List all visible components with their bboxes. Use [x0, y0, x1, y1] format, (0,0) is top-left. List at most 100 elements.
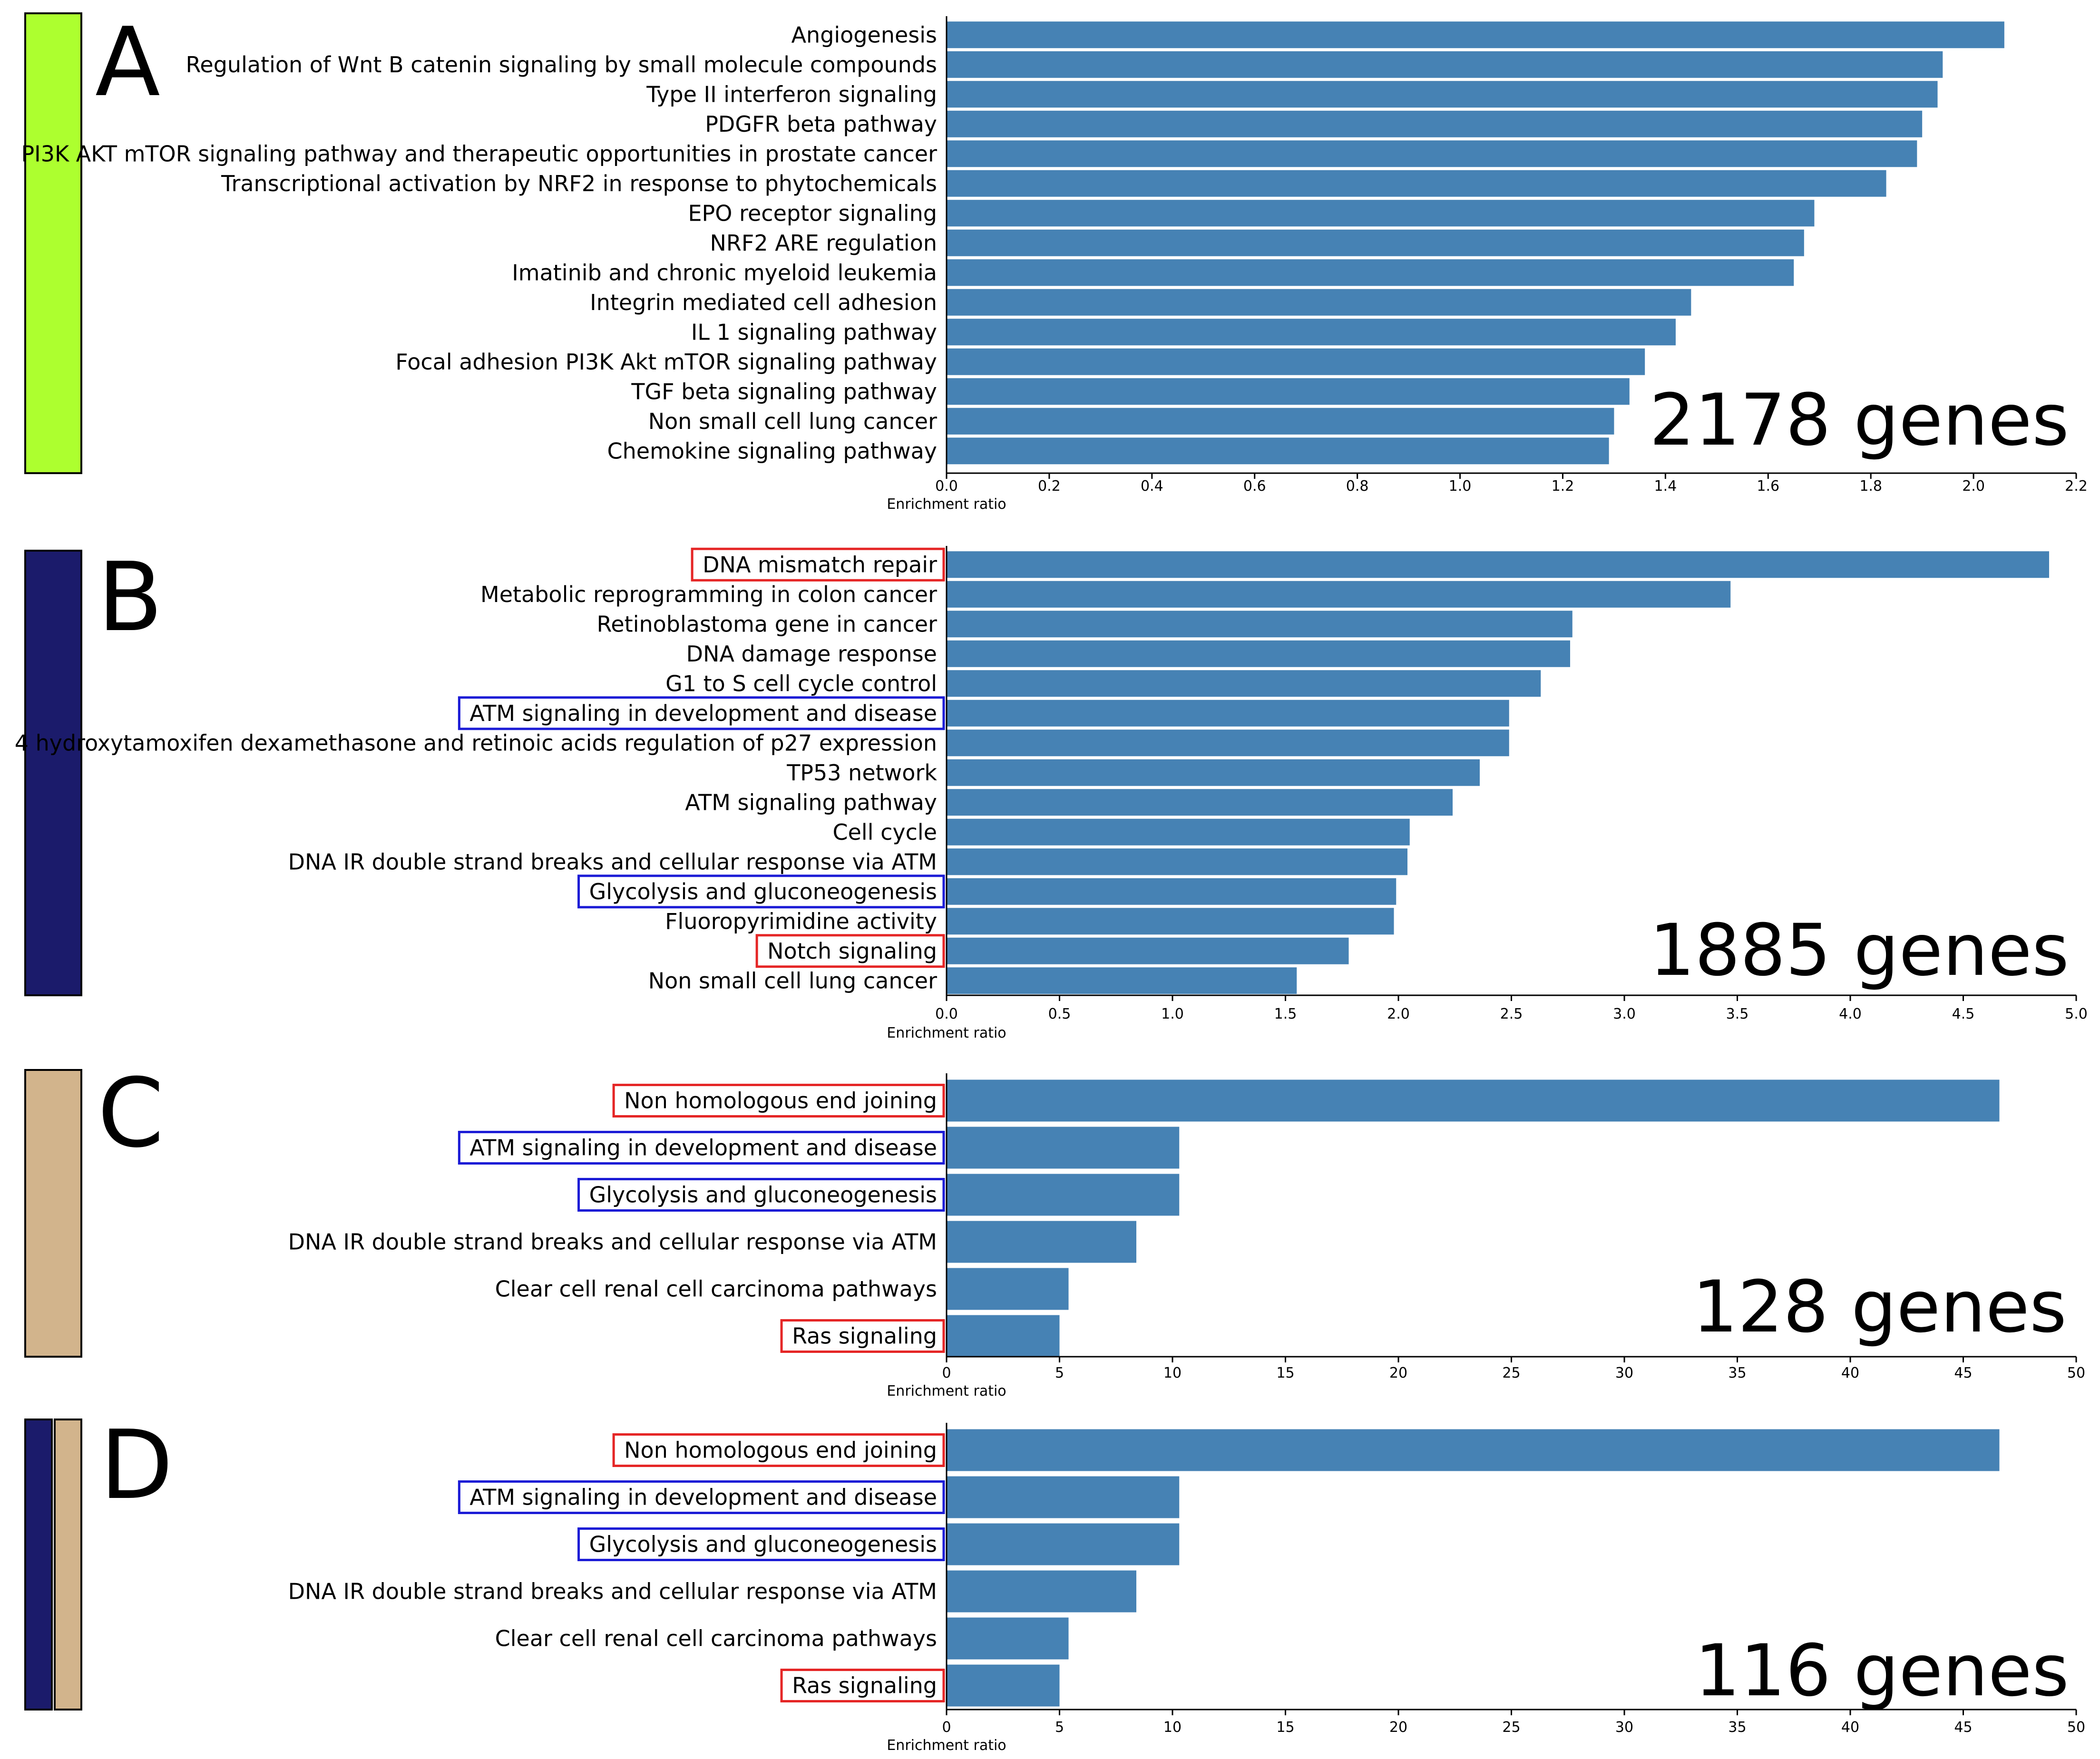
category-label: Non homologous end joining	[624, 1088, 937, 1114]
bar	[947, 1617, 1069, 1660]
bar	[947, 289, 1691, 316]
category-label: NRF2 ARE regulation	[710, 230, 937, 256]
bar	[947, 21, 2004, 49]
category-label: IL 1 signaling pathway	[691, 319, 937, 345]
x-tick-label: 1.0	[1449, 478, 1472, 495]
bar	[947, 670, 1541, 697]
category-label: Ras signaling	[792, 1323, 937, 1349]
x-tick-label: 0.0	[935, 1006, 958, 1022]
bar	[947, 378, 1630, 405]
category-label: Clear cell renal cell carcinoma pathways	[495, 1276, 937, 1302]
highlight-box-red	[780, 1319, 945, 1353]
x-tick-label: 3.0	[1613, 1006, 1636, 1022]
bar	[947, 348, 1645, 375]
category-label: Non homologous end joining	[624, 1438, 937, 1463]
panel-letter: D	[100, 1410, 173, 1521]
x-tick-label: 0.2	[1038, 478, 1061, 495]
gene-count-annotation: 1885 genes	[1650, 909, 2069, 992]
category-label: Non small cell lung cancer	[648, 968, 937, 993]
bar	[947, 967, 1297, 994]
x-tick-label: 20	[1389, 1719, 1407, 1736]
category-label: Fluoropyrimidine activity	[665, 908, 937, 934]
bar	[947, 789, 1453, 816]
x-tick-label: 25	[1502, 1719, 1520, 1736]
gene-count-annotation: 116 genes	[1695, 1630, 2069, 1712]
highlight-box-blue	[577, 1178, 945, 1212]
highlight-box-red	[612, 1433, 945, 1467]
bar	[947, 551, 2049, 578]
x-axis-label: Enrichment ratio	[887, 1025, 1006, 1041]
gene-count-annotation: 2178 genes	[1650, 379, 2069, 462]
highlight-box-blue	[458, 1480, 945, 1514]
x-tick-label: 50	[2067, 1719, 2085, 1736]
x-axis-label: Enrichment ratio	[887, 1383, 1006, 1399]
x-tick-label: 10	[1163, 1365, 1182, 1381]
category-label: Metabolic reprogramming in colon cancer	[480, 582, 937, 607]
x-tick-label: 35	[1728, 1365, 1746, 1381]
category-label: G1 to S cell cycle control	[665, 671, 937, 696]
x-tick-label: 2.5	[1500, 1006, 1523, 1022]
bar	[947, 140, 1917, 167]
category-label: ATM signaling in development and disease	[469, 700, 937, 726]
category-label: Retinoblastoma gene in cancer	[596, 611, 937, 637]
x-tick-label: 1.6	[1757, 478, 1779, 495]
x-axis-label: Enrichment ratio	[887, 496, 1006, 513]
panel-letter: C	[98, 1058, 164, 1169]
x-tick-label: 20	[1389, 1365, 1407, 1381]
bar	[947, 759, 1480, 786]
bar	[947, 110, 1923, 137]
bar	[947, 1174, 1180, 1216]
x-tick-label: 0.5	[1048, 1006, 1071, 1022]
panel-letter: B	[98, 542, 163, 653]
x-axis-label: Enrichment ratio	[887, 1737, 1006, 1754]
x-tick-label: 0	[942, 1365, 951, 1381]
category-label: Imatinib and chronic myeloid leukemia	[512, 260, 937, 285]
category-label: ATM signaling in development and disease	[469, 1485, 937, 1510]
category-label: EPO receptor signaling	[688, 200, 937, 226]
highlight-box-blue	[577, 875, 945, 909]
cluster-swatch-tan	[24, 1069, 82, 1358]
x-tick-label: 15	[1276, 1365, 1294, 1381]
cluster-swatch-tan	[54, 1419, 82, 1710]
x-tick-label: 40	[1841, 1365, 1859, 1381]
bar	[947, 818, 1410, 845]
category-label: Transcriptional activation by NRF2 in re…	[221, 171, 937, 196]
category-label: Focal adhesion PI3K Akt mTOR signaling p…	[395, 349, 937, 375]
category-label: Glycolysis and gluconeogenesis	[589, 1182, 937, 1208]
bar	[947, 1079, 2000, 1122]
bar	[947, 81, 1938, 108]
highlight-box-red	[691, 547, 945, 582]
bar	[947, 1570, 1136, 1613]
category-label: Angiogenesis	[791, 22, 937, 48]
x-tick-label: 15	[1276, 1719, 1294, 1736]
category-label: DNA IR double strand breaks and cellular…	[288, 1229, 937, 1255]
x-tick-label: 1.8	[1859, 478, 1882, 495]
panel-b: B DNA mismatch repair Metabolic reprogramm…	[15, 542, 2088, 1041]
category-label: Glycolysis and gluconeogenesis	[589, 879, 937, 904]
bar	[947, 700, 1509, 727]
x-tick-label: 25	[1502, 1365, 1520, 1381]
x-tick-label: 0.6	[1243, 478, 1266, 495]
x-tick-label: 1.2	[1552, 478, 1574, 495]
bar	[947, 848, 1407, 875]
category-label: TGF beta signaling pathway	[631, 379, 937, 404]
bar	[947, 1429, 2000, 1471]
bar	[947, 640, 1570, 667]
highlight-box-blue	[458, 696, 945, 730]
category-label: TP53 network	[786, 760, 937, 786]
bar	[947, 51, 1943, 78]
bar	[947, 229, 1804, 256]
bar	[947, 319, 1676, 346]
x-tick-label: 1.0	[1161, 1006, 1184, 1022]
x-tick-label: 10	[1163, 1719, 1182, 1736]
cluster-swatch-green	[24, 12, 82, 474]
x-tick-label: 0.4	[1141, 478, 1163, 495]
category-label: Type II interferon signaling	[646, 81, 937, 107]
bar	[947, 878, 1397, 905]
bar	[947, 937, 1349, 964]
x-tick-label: 45	[1954, 1365, 1972, 1381]
panel-a: A Angiogenesis Regulation of Wnt B catenin…	[21, 7, 2087, 513]
x-tick-label: 2.2	[2065, 478, 2088, 495]
x-tick-label: 1.4	[1654, 478, 1677, 495]
